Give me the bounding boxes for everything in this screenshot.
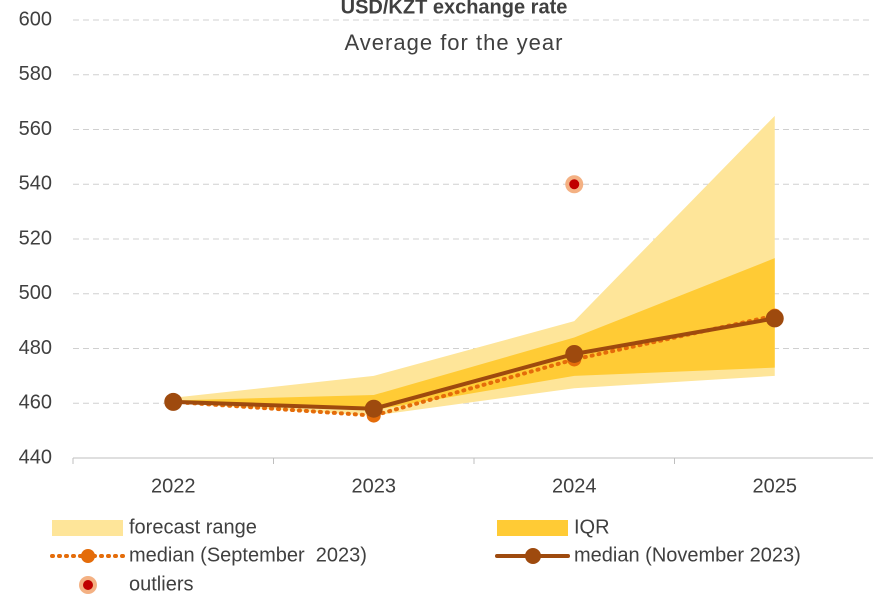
y-tick-label: 460 <box>19 392 52 414</box>
x-tick-label: 2023 <box>352 475 397 497</box>
median-marker <box>565 344 584 363</box>
legend-marker <box>81 549 95 563</box>
y-tick-label: 520 <box>19 227 52 249</box>
legend-marker <box>525 548 541 564</box>
legend-label: outliers <box>129 573 193 595</box>
x-tick-label: 2022 <box>151 475 196 497</box>
y-tick-label: 440 <box>19 446 52 468</box>
y-tick-label: 500 <box>19 282 52 304</box>
legend-label: median (September 2023) <box>129 544 367 566</box>
legend-swatch <box>497 520 568 536</box>
legend-swatch <box>52 520 123 536</box>
median-line <box>171 316 777 411</box>
band-area <box>173 258 775 411</box>
legend-label: median (November 2023) <box>574 544 801 566</box>
outlier <box>569 179 580 190</box>
median-marker <box>164 392 183 411</box>
median-marker <box>765 309 784 328</box>
y-tick-label: 540 <box>19 173 52 195</box>
y-tick-label: 480 <box>19 337 52 359</box>
legend-label: forecast range <box>129 516 257 538</box>
x-tick-label: 2025 <box>753 475 798 497</box>
chart-title: USD/KZT exchange rate <box>341 0 568 18</box>
y-tick-label: 580 <box>19 63 52 85</box>
x-tick-label: 2024 <box>552 475 597 497</box>
legend-marker <box>83 580 93 590</box>
y-tick-label: 600 <box>19 8 52 30</box>
chart-subtitle: Average for the year <box>345 30 564 55</box>
legend-label: IQR <box>574 516 610 538</box>
y-tick-label: 560 <box>19 118 52 140</box>
median-marker <box>364 399 383 418</box>
